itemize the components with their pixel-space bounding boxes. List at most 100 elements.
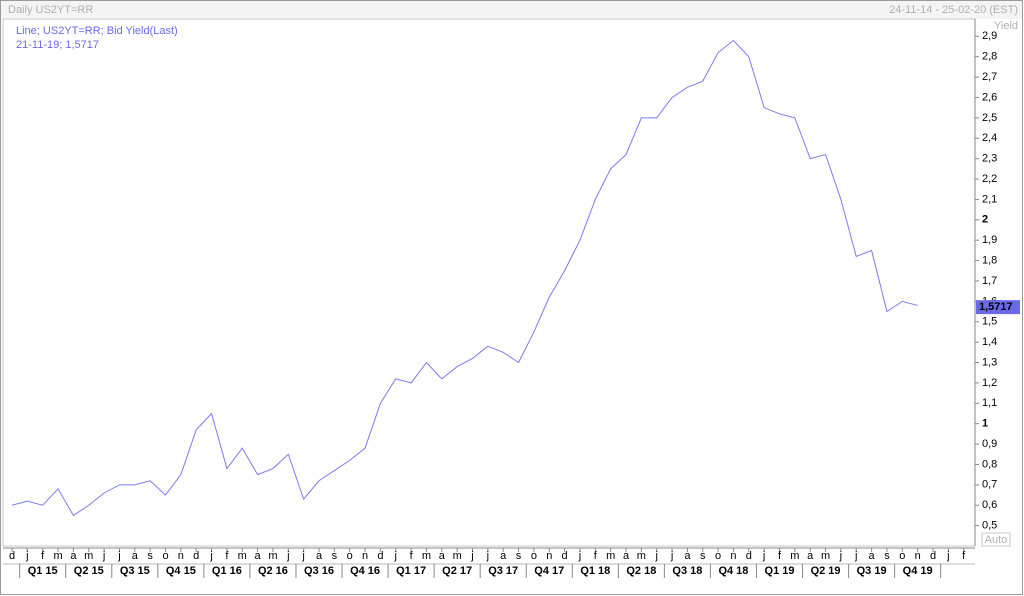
quarter-label: Q4 16 xyxy=(350,565,380,577)
quarter-label: Q4 15 xyxy=(166,565,196,577)
x-tick-label: o xyxy=(899,550,905,562)
x-tick-label: m xyxy=(606,550,615,562)
y-tick-label: 1,5 xyxy=(982,316,997,328)
x-tick-label: j xyxy=(470,550,473,562)
x-tick-label: a xyxy=(623,550,630,562)
x-tick-label: o xyxy=(531,550,537,562)
header-right: 24-11-14 - 25-02-20 (EST) xyxy=(889,4,1018,16)
y-tick-label: 1,3 xyxy=(982,356,997,368)
x-tick-label: f xyxy=(594,550,598,562)
x-tick-label: m xyxy=(238,550,247,562)
x-tick-label: f xyxy=(962,550,966,562)
quarter-label: Q4 19 xyxy=(903,565,933,577)
x-tick-label: j xyxy=(102,550,105,562)
y-tick-label: 1,2 xyxy=(982,377,997,389)
data-line xyxy=(11,39,918,517)
quarter-label: Q4 17 xyxy=(534,565,564,577)
x-tick-label: n xyxy=(178,550,184,562)
auto-button[interactable] xyxy=(981,532,1011,547)
quarter-label: Q2 18 xyxy=(626,565,656,577)
x-tick-label: j xyxy=(670,550,673,562)
x-tick-label: j xyxy=(394,550,397,562)
x-tick-label: j xyxy=(762,550,765,562)
quarter-label: Q2 17 xyxy=(442,565,472,577)
y-tick-label: 2 xyxy=(982,214,988,226)
x-tick-label: a xyxy=(684,550,691,562)
y-tick-label: 0,8 xyxy=(982,458,997,470)
quarter-label: Q4 18 xyxy=(718,565,748,577)
y-tick-label: 2,1 xyxy=(982,193,997,205)
x-tick-label: a xyxy=(439,550,446,562)
y-tick-label: 2,9 xyxy=(982,30,997,42)
x-tick-label: d xyxy=(377,550,383,562)
x-tick-label: m xyxy=(422,550,431,562)
quarter-label: Q1 17 xyxy=(396,565,426,577)
x-tick-label: d xyxy=(193,550,199,562)
x-tick-label: a xyxy=(255,550,262,562)
quarter-label: Q2 15 xyxy=(74,565,104,577)
x-tick-label: f xyxy=(778,550,782,562)
x-tick-label: o xyxy=(347,550,353,562)
x-tick-label: n xyxy=(362,550,368,562)
quarter-label: Q1 19 xyxy=(765,565,795,577)
quarter-label: Q3 19 xyxy=(857,565,887,577)
y-axis-label: Yield xyxy=(994,20,1018,32)
x-tick-label: a xyxy=(70,550,77,562)
plot-area xyxy=(2,18,976,547)
x-tick-label: s xyxy=(884,550,890,562)
y-tick-label: 0,5 xyxy=(982,520,997,532)
x-tick-label: a xyxy=(500,550,507,562)
x-tick-label: n xyxy=(546,550,552,562)
y-tick-label: 2,2 xyxy=(982,173,997,185)
y-tick-label: 0,7 xyxy=(982,479,997,491)
quarter-label: Q2 16 xyxy=(258,565,288,577)
y-tick-label: 1,7 xyxy=(982,275,997,287)
x-tick-label: a xyxy=(869,550,876,562)
x-tick-label: j xyxy=(654,550,657,562)
x-tick-label: j xyxy=(578,550,581,562)
x-tick-label: m xyxy=(790,550,799,562)
auto-button-label[interactable]: Auto xyxy=(985,534,1008,546)
quarter-label: Q2 19 xyxy=(811,565,841,577)
last-value-label: 1,5717 xyxy=(979,301,1013,313)
quarter-label: Q3 17 xyxy=(488,565,518,577)
quarter-label: Q1 15 xyxy=(28,565,58,577)
x-tick-label: m xyxy=(84,550,93,562)
quarter-label: Q3 15 xyxy=(120,565,150,577)
y-tick-label: 0,6 xyxy=(982,499,997,511)
x-tick-label: d xyxy=(9,550,15,562)
x-tick-label: m xyxy=(637,550,646,562)
x-tick-label: f xyxy=(41,550,45,562)
x-tick-label: s xyxy=(516,550,522,562)
x-tick-label: f xyxy=(410,550,414,562)
x-tick-label: d xyxy=(746,550,752,562)
x-tick-label: s xyxy=(332,550,338,562)
x-tick-label: j xyxy=(25,550,28,562)
legend-line: Line; US2YT=RR; Bid Yield(Last) xyxy=(16,25,178,37)
legend-last: 21-11-19; 1,5717 xyxy=(16,39,99,51)
x-tick-label: f xyxy=(225,550,229,562)
x-tick-label: o xyxy=(715,550,721,562)
x-tick-label: a xyxy=(316,550,323,562)
x-tick-label: m xyxy=(453,550,462,562)
x-tick-label: s xyxy=(147,550,153,562)
header-bar xyxy=(1,1,1022,19)
last-value-box xyxy=(976,300,1020,315)
x-tick-label: a xyxy=(132,550,139,562)
quarter-label: Q3 16 xyxy=(304,565,334,577)
y-tick-label: 2,4 xyxy=(982,132,997,144)
x-tick-label: m xyxy=(53,550,62,562)
quarter-label: Q1 18 xyxy=(580,565,610,577)
x-tick-label: n xyxy=(915,550,921,562)
x-tick-label: m xyxy=(268,550,277,562)
x-tick-label: j xyxy=(301,550,304,562)
y-tick-label: 1,4 xyxy=(982,336,997,348)
quarter-label: Q3 18 xyxy=(672,565,702,577)
x-tick-label: d xyxy=(562,550,568,562)
x-tick-label: a xyxy=(807,550,814,562)
x-tick-label: o xyxy=(162,550,168,562)
x-tick-label: j xyxy=(117,550,120,562)
quarter-label: Q1 16 xyxy=(212,565,242,577)
x-tick-label: s xyxy=(700,550,706,562)
